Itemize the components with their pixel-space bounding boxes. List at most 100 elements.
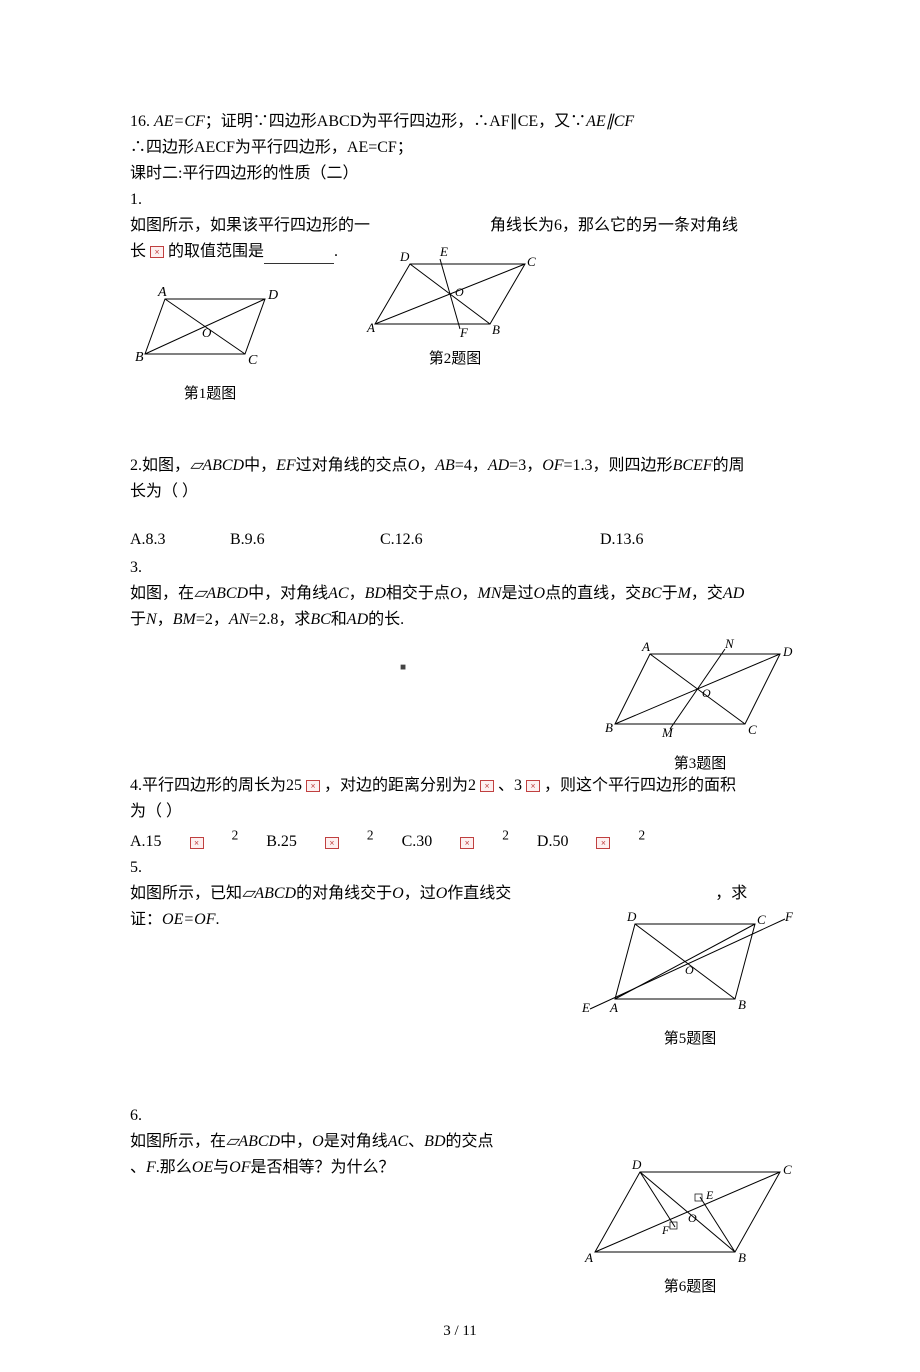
q2-t2: ABCD [202, 457, 244, 474]
q3-t1: 如图，在 [130, 585, 194, 602]
parallelogram-6-svg: D C A B E F O [580, 1152, 800, 1272]
q6-u4: OE [192, 1159, 213, 1176]
q6-u1: 、 [130, 1159, 146, 1176]
q5-line1: 如图所示，已知▱ABCD的对角线交于O，过O作直线交 ，求 [130, 882, 790, 906]
svg-text:M: M [661, 725, 674, 740]
q2-optD: D.13.6 [600, 528, 644, 552]
broken-image-icon [526, 780, 540, 792]
q2-t3: 中， [244, 457, 276, 474]
figures-1-2: A D B C O 第1题图 D E C A F B O 第2题图 [130, 274, 790, 404]
q3-u2: N [146, 611, 157, 628]
q2-t7: ， [419, 457, 435, 474]
broken-image-icon [480, 780, 494, 792]
q5-t7: 作直线交 [447, 885, 511, 902]
q3-t14: BC [641, 585, 661, 602]
figure-5: D C F E A B O 第5题图 [580, 904, 800, 1051]
svg-text:E: E [581, 1000, 590, 1015]
svg-text:O: O [455, 285, 464, 299]
figure-5-block: D C F E A B O 第5题图 [130, 934, 790, 1084]
q6-t6: AC [388, 1133, 408, 1150]
q2-t1: 2.如图， [130, 457, 190, 474]
svg-text:O: O [702, 686, 711, 700]
q1-num: 1. [130, 188, 790, 212]
q2-t15: 的周 [713, 457, 745, 474]
q1-text3: 长 [130, 243, 150, 260]
q3-u6: AN [229, 611, 249, 628]
figure-1: A D B C O 第1题图 [130, 279, 290, 406]
q5-t1: 如图所示，已知 [130, 885, 242, 902]
q6-u6: OF [229, 1159, 250, 1176]
fig5-caption: 第5题图 [580, 1028, 800, 1051]
q4-b-sup: 2 [367, 828, 374, 843]
svg-text:D: D [399, 249, 410, 264]
svg-text:F: F [784, 909, 794, 924]
q2-t5: 过对角线的交点 [296, 457, 408, 474]
q2-t10: AD [488, 457, 509, 474]
q5-t4: O [392, 885, 404, 902]
parallelogram-3-svg: A N D B M C O [600, 634, 800, 749]
fig1-caption: 第1题图 [130, 383, 290, 406]
q16-line1: 16. AE=CF；证明∵四边形ABCD为平行四边形，∴AF∥CE，又∵AE∥C… [130, 110, 790, 134]
q2-t8: AB [435, 457, 455, 474]
figure-3: A N D B M C O 第3题图 [600, 634, 800, 776]
svg-text:C: C [248, 353, 258, 368]
svg-text:D: D [782, 644, 793, 659]
q16-text1: ；证明∵四边形ABCD为平行四边形，∴AF∥CE，又∵ [205, 113, 586, 130]
svg-text:B: B [135, 350, 144, 365]
q6-t9: 的交点 [446, 1133, 494, 1150]
q5-t2: ABCD [254, 885, 296, 902]
q4-b-pre: B.25 [266, 833, 301, 850]
svg-text:C: C [527, 254, 536, 269]
q5-u2: OE=OF [162, 911, 215, 928]
svg-text:O: O [688, 1211, 697, 1225]
q4-d-pre: D.50 [537, 833, 573, 850]
q3-t9: ， [462, 585, 478, 602]
q1-text1: 如图所示，如果该平行四边形的一 [130, 217, 370, 234]
q4-a-pre: A.15 [130, 833, 166, 850]
q4-line1: 4.平行四边形的周长为25 ，对边的距离分别为2 、3 ，则这个平行四边形的面积 [130, 774, 790, 798]
broken-image-icon [325, 837, 339, 849]
svg-text:N: N [724, 636, 735, 651]
q3-t12: O [534, 585, 546, 602]
svg-text:A: A [609, 1000, 618, 1015]
q6-t7: 、 [408, 1133, 424, 1150]
q3-u1: 于 [130, 611, 146, 628]
page-number: 3 / 11 [443, 1320, 477, 1343]
q16-line2: ∴四边形AECF为平行四边形，AE=CF； [130, 136, 790, 160]
q3-u4: BM [173, 611, 196, 628]
q4-optA: A.15 2 [130, 833, 238, 850]
svg-text:B: B [738, 997, 746, 1012]
q3-t16: M [678, 585, 691, 602]
q1-text4: 的取值范围是 [164, 243, 264, 260]
figure-6: D C A B E F O 第6题图 [580, 1152, 800, 1299]
q5-t5: ，过 [404, 885, 436, 902]
q4-optC: C.30 2 [402, 833, 509, 850]
q6-t4: O [312, 1133, 324, 1150]
broken-image-icon [596, 837, 610, 849]
q4-t1: 4.平行四边形的周长为25 [130, 777, 306, 794]
q2-line1: 2.如图，▱ABCD中，EF过对角线的交点O，AB=4，AD=3，OF=1.3，… [130, 454, 790, 478]
svg-text:D: D [631, 1157, 642, 1172]
fig2-caption: 第2题图 [365, 348, 545, 371]
q4-c-sup: 2 [502, 828, 509, 843]
q4-optD: D.50 2 [537, 833, 645, 850]
q6-line1: 如图所示，在▱ABCD中，O是对角线AC、BD的交点 [130, 1130, 790, 1154]
q1-line1: 如图所示，如果该平行四边形的一角线长为6，那么它的另一条对角线 [130, 214, 790, 238]
q3-num: 3. [130, 556, 790, 580]
q4-t2: ，对边的距离分别为2 [320, 777, 480, 794]
broken-image-icon [460, 837, 474, 849]
broken-image-icon [190, 837, 204, 849]
q3-t2: ABCD [206, 585, 248, 602]
figure-2: D E C A F B O 第2题图 [365, 244, 545, 371]
q3-u10: AD [347, 611, 368, 628]
q2-t4: EF [276, 457, 296, 474]
q4-line2: 为（ ） [130, 800, 790, 824]
q2-t12: OF [542, 457, 563, 474]
q3-u9: 和 [331, 611, 347, 628]
q5-u3: . [215, 911, 219, 928]
q6-t8: BD [424, 1133, 445, 1150]
q2-optC: C.12.6 [380, 528, 600, 552]
svg-text:B: B [605, 720, 613, 735]
q3-t7: 相交于点 [386, 585, 450, 602]
svg-text:A: A [584, 1250, 593, 1265]
